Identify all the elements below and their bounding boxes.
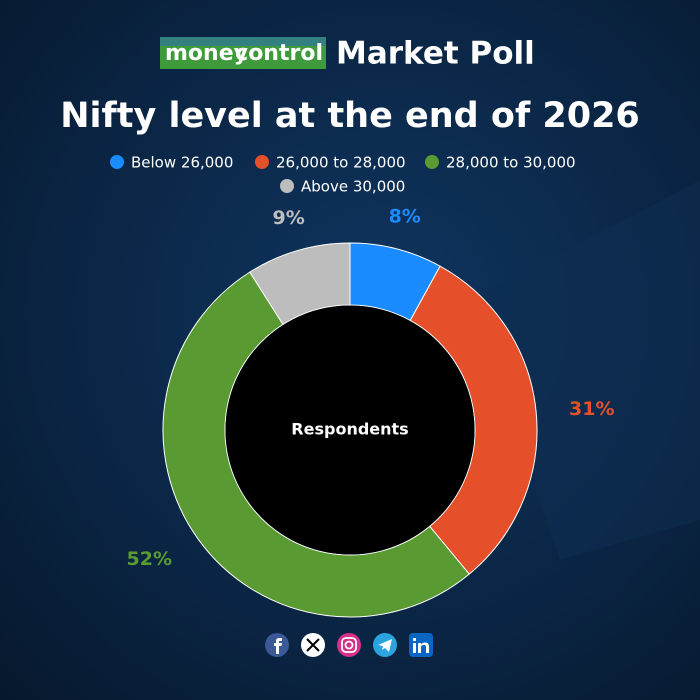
legend-label: Above 30,000 [301, 178, 405, 196]
donut-hole [225, 305, 475, 555]
logo-stripe [160, 37, 326, 46]
instagram-glyph [341, 637, 357, 653]
donut-slice [409, 265, 538, 575]
value-label: 31% [569, 398, 614, 420]
telegram-glyph [378, 639, 392, 652]
brand-name: Market Poll [336, 36, 535, 72]
center-label: Respondents [291, 420, 408, 439]
value-label: 8% [389, 205, 421, 227]
legend-label: 26,000 to 28,000 [276, 154, 406, 172]
legend-swatch [110, 155, 124, 169]
donut-slice [162, 271, 470, 618]
donut-slice [249, 242, 351, 326]
x-glyph [306, 638, 320, 652]
social-icons [265, 633, 433, 657]
chart-title: Nifty level at the end of 2026 [60, 96, 640, 136]
value-label: 52% [127, 548, 172, 570]
legend-label: 28,000 to 30,000 [446, 154, 576, 172]
logo-left: money [165, 41, 248, 66]
logo-right: control [235, 41, 323, 66]
legend-label: Below 26,000 [131, 154, 233, 172]
legend-swatch [255, 155, 269, 169]
legend-swatch [280, 179, 294, 193]
instagram-icon[interactable] [337, 633, 361, 657]
facebook-glyph [274, 638, 282, 654]
instagram-glyph [344, 640, 354, 650]
value-label: 9% [272, 207, 304, 229]
legend-swatch [425, 155, 439, 169]
linkedin-glyph [413, 638, 429, 653]
